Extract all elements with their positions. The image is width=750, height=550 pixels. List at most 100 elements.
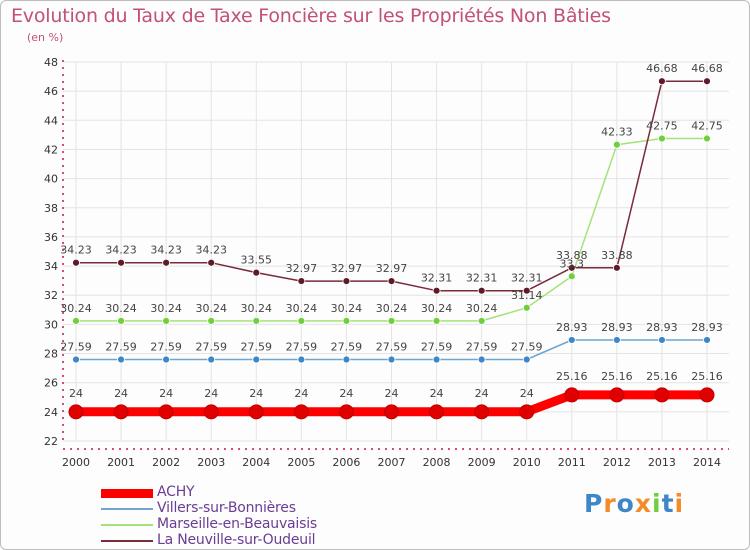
data-label-3: 32.97 (331, 262, 363, 275)
data-point-3 (117, 258, 125, 267)
data-point-2 (207, 316, 216, 325)
series-group (68, 77, 715, 420)
x-tick-label: 2012 (603, 456, 631, 469)
x-tick-label: 2005 (287, 456, 315, 469)
data-label-2: 30.24 (421, 302, 453, 315)
data-point-3 (658, 77, 666, 86)
data-point-1 (162, 355, 171, 364)
axes: 22 24 26 28 30 32 34 36 38 40 42 44 46 48 2000 2001 2002… (44, 56, 729, 469)
data-label-3: 32.31 (511, 272, 543, 285)
y-tick-label: 48 (44, 56, 58, 69)
data-point-1 (703, 336, 711, 344)
data-point-0 (384, 404, 399, 420)
data-point-0 (293, 404, 309, 420)
logo-letter: P (584, 489, 604, 518)
y-tick-label: 40 (44, 173, 58, 186)
data-label-3: 46.68 (691, 62, 723, 75)
data-label-1: 27.59 (150, 341, 182, 354)
data-point-2 (297, 316, 306, 325)
data-label-1: 28.93 (646, 321, 678, 334)
data-point-3 (703, 77, 711, 86)
y-tick-label: 28 (44, 348, 58, 361)
data-point-2 (432, 316, 441, 325)
data-label-0: 25.16 (646, 370, 678, 383)
data-label-0: 24 (430, 387, 444, 400)
data-point-2 (522, 303, 531, 312)
data-label-0: 25.16 (556, 370, 588, 383)
data-label-3: 33.88 (601, 249, 633, 262)
data-label-2: 30.24 (466, 302, 498, 315)
logo-letter: i (652, 489, 662, 518)
data-point-1 (612, 336, 621, 344)
data-label-2: 31.14 (511, 289, 543, 302)
data-point-0 (429, 404, 445, 420)
x-tick-label: 2001 (107, 456, 135, 469)
data-point-0 (564, 387, 580, 403)
data-point-2 (387, 316, 396, 325)
data-label-1: 28.93 (601, 321, 633, 334)
data-point-2 (342, 316, 351, 325)
data-point-1 (567, 336, 576, 344)
data-label-3: 32.31 (466, 272, 498, 285)
legend-swatch (101, 488, 153, 498)
data-point-2 (72, 316, 80, 325)
y-axis-unit: (en %) (27, 31, 64, 44)
data-point-2 (567, 272, 576, 281)
proxiti-logo: Proxiti (584, 489, 684, 518)
data-label-1: 27.59 (421, 341, 453, 354)
data-label-0: 25.16 (691, 370, 723, 383)
legend-label: ACHY (157, 484, 195, 500)
data-point-2 (612, 140, 621, 149)
data-point-3 (522, 286, 531, 295)
y-tick-label: 32 (44, 289, 58, 302)
x-tick-label: 2006 (332, 456, 360, 469)
data-label-0: 24 (249, 387, 263, 400)
data-label-1: 27.59 (376, 341, 408, 354)
data-label-2: 30.24 (105, 302, 137, 315)
data-label-2: 30.24 (241, 302, 273, 315)
data-point-1 (297, 355, 306, 364)
x-tick-label: 2011 (558, 456, 586, 469)
data-label-3: 34.23 (105, 244, 137, 257)
y-tick-label: 36 (44, 231, 58, 244)
data-label-0: 24 (159, 387, 173, 400)
data-point-0 (338, 404, 354, 420)
data-label-0: 25.16 (601, 370, 633, 383)
y-tick-label: 44 (44, 114, 58, 127)
data-label-1: 28.93 (556, 321, 588, 334)
y-tick-label: 42 (44, 143, 58, 156)
data-point-2 (117, 316, 125, 325)
data-point-3 (207, 258, 216, 267)
data-point-3 (252, 268, 261, 277)
data-label-1: 27.59 (241, 341, 273, 354)
data-label-0: 24 (294, 387, 308, 400)
data-point-1 (252, 355, 261, 364)
x-tick-label: 2002 (152, 456, 180, 469)
data-label-1: 27.59 (331, 341, 363, 354)
y-tick-label: 22 (44, 435, 58, 448)
legend-swatch (101, 524, 153, 526)
data-point-0 (654, 387, 670, 403)
data-label-2: 42.75 (646, 120, 678, 133)
data-point-0 (699, 387, 715, 403)
x-tick-label: 2010 (513, 456, 541, 469)
data-point-1 (658, 336, 666, 344)
logo-letter: o (616, 489, 635, 518)
data-point-0 (158, 404, 174, 420)
data-point-3 (387, 277, 396, 285)
logo-letter: t (661, 489, 675, 518)
data-point-0 (203, 404, 219, 420)
legend-label: Marseille-en-Beauvaisis (157, 516, 317, 532)
data-point-2 (658, 134, 666, 143)
logo-letter: r (603, 489, 617, 518)
data-point-0 (519, 404, 535, 420)
data-point-3 (297, 277, 306, 285)
data-label-2: 30.24 (60, 302, 92, 315)
y-tick-label: 26 (44, 377, 58, 390)
data-point-3 (612, 263, 621, 272)
y-tick-label: 34 (44, 260, 58, 273)
legend-label: La Neuville-sur-Oudeuil (157, 532, 316, 548)
data-label-1: 27.59 (286, 341, 318, 354)
data-point-3 (342, 277, 351, 285)
